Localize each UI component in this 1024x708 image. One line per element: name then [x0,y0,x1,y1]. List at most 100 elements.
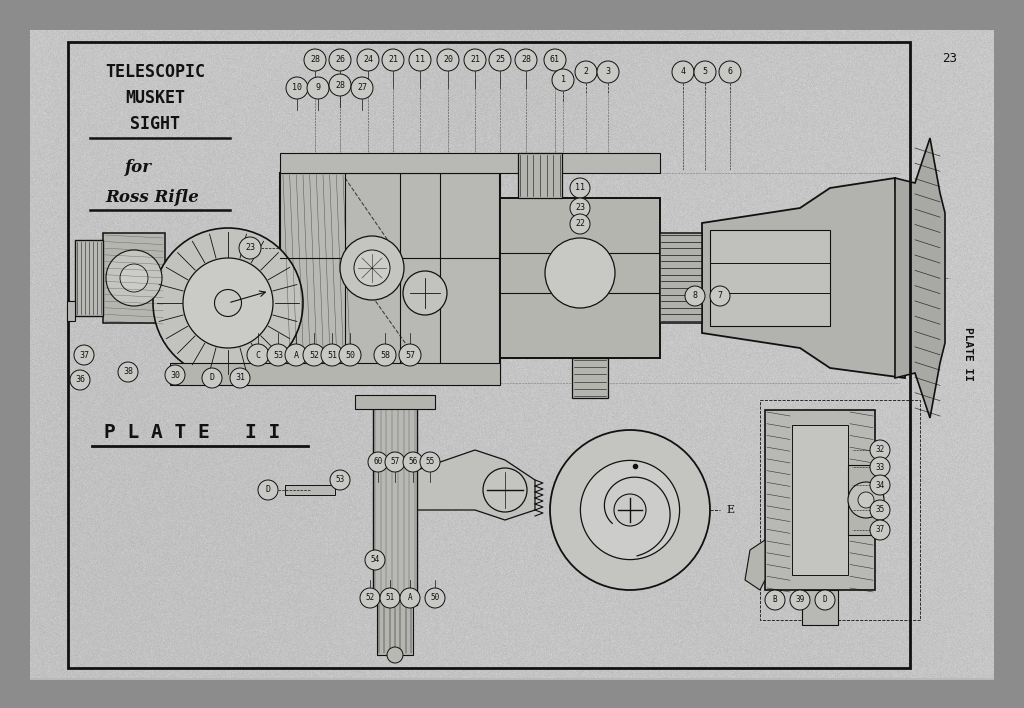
Text: 10: 10 [292,84,302,93]
Text: 57: 57 [406,350,415,360]
Circle shape [351,77,373,99]
Text: 58: 58 [380,350,390,360]
Text: 37: 37 [79,350,89,360]
Circle shape [285,344,307,366]
Bar [765,410,874,590]
Text: 50: 50 [430,593,439,603]
Bar [103,233,165,323]
Circle shape [575,61,597,83]
Text: PLATE II: PLATE II [963,327,973,381]
Circle shape [858,492,874,508]
Text: 26: 26 [335,55,345,64]
Circle shape [685,286,705,306]
Text: 54: 54 [371,556,380,564]
Text: 53: 53 [336,476,345,484]
Circle shape [870,500,890,520]
Circle shape [870,520,890,540]
Circle shape [437,49,459,71]
Circle shape [765,590,785,610]
Bar [500,198,660,358]
Circle shape [304,49,326,71]
Text: 61: 61 [550,55,560,64]
Circle shape [581,460,680,559]
Circle shape [183,258,273,348]
Text: 9: 9 [315,84,321,93]
Text: 5: 5 [702,67,708,76]
Polygon shape [702,178,905,378]
Circle shape [550,430,710,590]
Text: 23: 23 [942,52,957,64]
Circle shape [870,457,890,477]
Circle shape [403,452,423,472]
Text: 33: 33 [876,462,885,472]
Text: 7: 7 [718,292,723,300]
Text: 60: 60 [374,457,383,467]
Text: 28: 28 [310,55,319,64]
Bar [355,395,435,409]
Circle shape [544,49,566,71]
Bar [660,233,702,323]
Text: 4: 4 [681,67,685,76]
Bar [518,153,562,198]
Text: 35: 35 [876,506,885,515]
Text: 8: 8 [692,292,697,300]
Text: D: D [210,374,214,382]
Circle shape [74,345,94,365]
Text: 31: 31 [234,374,245,382]
Circle shape [672,61,694,83]
Circle shape [330,470,350,490]
Text: TELESCOPIC: TELESCOPIC [105,63,205,81]
Text: MUSKET: MUSKET [125,89,185,107]
Circle shape [464,49,486,71]
Circle shape [380,588,400,608]
Circle shape [360,588,380,608]
Circle shape [354,250,390,286]
Text: 39: 39 [796,595,805,605]
Text: 25: 25 [495,55,505,64]
Circle shape [552,69,574,91]
Text: C: C [256,350,260,360]
Circle shape [815,590,835,610]
Circle shape [483,468,527,512]
Circle shape [870,440,890,460]
Circle shape [303,344,325,366]
Text: 27: 27 [357,84,367,93]
Text: for: for [125,159,152,176]
Text: D: D [265,486,270,494]
Text: 21: 21 [470,55,480,64]
Text: 57: 57 [390,457,399,467]
Text: 51: 51 [385,593,394,603]
Text: 32: 32 [876,445,885,455]
Text: 20: 20 [443,55,453,64]
Circle shape [321,344,343,366]
Text: D: D [822,595,827,605]
Circle shape [118,362,138,382]
Text: 38: 38 [123,367,133,377]
Circle shape [239,237,261,259]
Circle shape [870,475,890,495]
Text: 23: 23 [245,244,255,253]
Circle shape [329,49,351,71]
Circle shape [694,61,716,83]
Circle shape [425,588,445,608]
Text: 30: 30 [170,370,180,379]
Text: 28: 28 [521,55,531,64]
Bar [75,240,103,316]
Circle shape [258,480,278,500]
Text: 22: 22 [575,219,585,229]
Circle shape [385,452,406,472]
Polygon shape [745,540,765,590]
Circle shape [368,452,388,472]
Text: 56: 56 [409,457,418,467]
Text: SIGHT: SIGHT [130,115,180,133]
Bar [848,465,883,535]
Text: 11: 11 [415,55,425,64]
Text: 23: 23 [575,203,585,212]
Circle shape [570,198,590,218]
Circle shape [339,344,361,366]
Circle shape [403,271,447,315]
Text: 1: 1 [560,76,565,84]
Circle shape [400,588,420,608]
Text: 24: 24 [362,55,373,64]
Circle shape [120,264,148,292]
